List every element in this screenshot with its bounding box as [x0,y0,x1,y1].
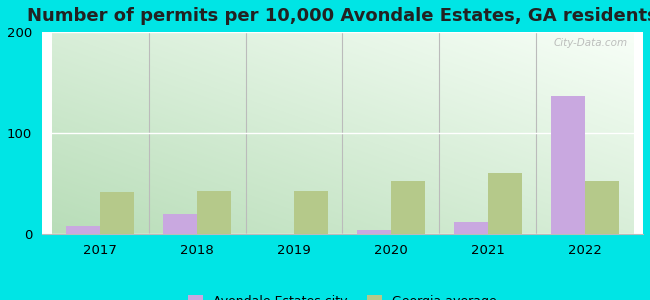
Bar [197,190,231,234]
Legend: Avondale Estates city, Georgia average: Avondale Estates city, Georgia average [183,290,502,300]
Bar [488,173,522,234]
Bar [66,226,100,234]
Bar [100,192,134,234]
Bar [585,182,619,234]
Bar [294,190,328,234]
Bar [391,182,425,234]
Title: Number of permits per 10,000 Avondale Estates, GA residents: Number of permits per 10,000 Avondale Es… [27,7,650,25]
Bar [551,96,585,234]
Bar [454,222,488,234]
Bar [357,230,391,234]
Bar [163,214,197,234]
Text: City-Data.com: City-Data.com [554,38,628,48]
